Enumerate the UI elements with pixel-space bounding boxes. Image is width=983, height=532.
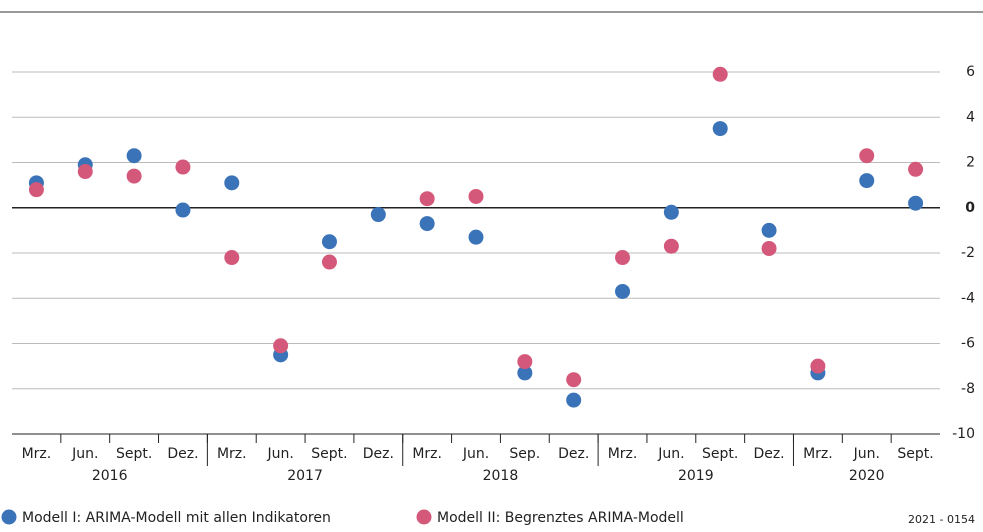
legend-marker xyxy=(1,509,17,525)
legend-label: Modell II: Begrenztes ARIMA-Modell xyxy=(437,510,684,526)
point xyxy=(517,354,533,370)
x-tick-label: Jun. xyxy=(71,446,98,462)
point xyxy=(859,148,875,164)
y-tick-label: -8 xyxy=(961,381,975,397)
x-tick-label: Mrz. xyxy=(803,446,833,462)
point xyxy=(419,191,435,207)
legend-label: Modell I: ARIMA-Modell mit allen Indikat… xyxy=(22,510,331,526)
point xyxy=(810,358,826,374)
point xyxy=(175,202,191,218)
point xyxy=(663,238,679,254)
y-tick-label: 2 xyxy=(966,155,975,171)
y-tick-label: -6 xyxy=(961,336,975,352)
point xyxy=(126,168,142,184)
y-tick-label: -2 xyxy=(961,245,975,261)
point xyxy=(468,188,484,204)
point xyxy=(419,216,435,232)
x-tick-label: Sept. xyxy=(702,446,738,462)
y-tick-label: 6 xyxy=(966,64,975,80)
x-tick-label: Mrz. xyxy=(412,446,442,462)
point xyxy=(273,338,289,354)
x-tick-label: Mrz. xyxy=(608,446,638,462)
point xyxy=(908,161,924,177)
point xyxy=(615,283,631,299)
point xyxy=(370,207,386,223)
year-label: 2019 xyxy=(678,468,714,484)
x-tick-label: Jun. xyxy=(853,446,880,462)
point xyxy=(615,250,631,266)
point xyxy=(761,240,777,256)
point xyxy=(761,222,777,238)
year-label: 2020 xyxy=(849,468,885,484)
point xyxy=(126,148,142,164)
x-tick-label: Dez. xyxy=(753,446,784,462)
x-tick-label: Dez. xyxy=(558,446,589,462)
year-label: 2017 xyxy=(287,468,323,484)
x-tick-label: Mrz. xyxy=(22,446,52,462)
point xyxy=(566,392,582,408)
x-tick-label: Sep. xyxy=(509,446,540,462)
x-tick-label: Jun. xyxy=(462,446,489,462)
point xyxy=(175,159,191,175)
point xyxy=(224,250,240,266)
point xyxy=(224,175,240,191)
year-label: 2016 xyxy=(92,468,128,484)
x-tick-label: Mrz. xyxy=(217,446,247,462)
point xyxy=(77,164,93,180)
point xyxy=(468,229,484,245)
point xyxy=(712,121,728,137)
point xyxy=(517,365,533,381)
x-tick-label: Sept. xyxy=(897,446,933,462)
year-label: 2018 xyxy=(483,468,519,484)
x-tick-label: Dez. xyxy=(167,446,198,462)
x-tick-label: Jun. xyxy=(657,446,684,462)
point xyxy=(321,254,337,270)
y-tick-label: 4 xyxy=(966,109,975,125)
legend-marker xyxy=(416,509,432,525)
y-tick-label: -10 xyxy=(952,426,975,442)
source-note: 2021 - 0154 xyxy=(908,513,975,526)
x-tick-label: Sept. xyxy=(311,446,347,462)
point xyxy=(663,204,679,220)
y-tick-label: -4 xyxy=(961,290,975,306)
x-tick-label: Sept. xyxy=(116,446,152,462)
point xyxy=(566,372,582,388)
point xyxy=(908,195,924,211)
point xyxy=(28,182,44,198)
x-tick-label: Dez. xyxy=(363,446,394,462)
y-tick-label: 0 xyxy=(965,200,975,216)
point xyxy=(859,173,875,189)
point xyxy=(321,234,337,250)
x-tick-label: Jun. xyxy=(266,446,293,462)
point xyxy=(712,66,728,82)
